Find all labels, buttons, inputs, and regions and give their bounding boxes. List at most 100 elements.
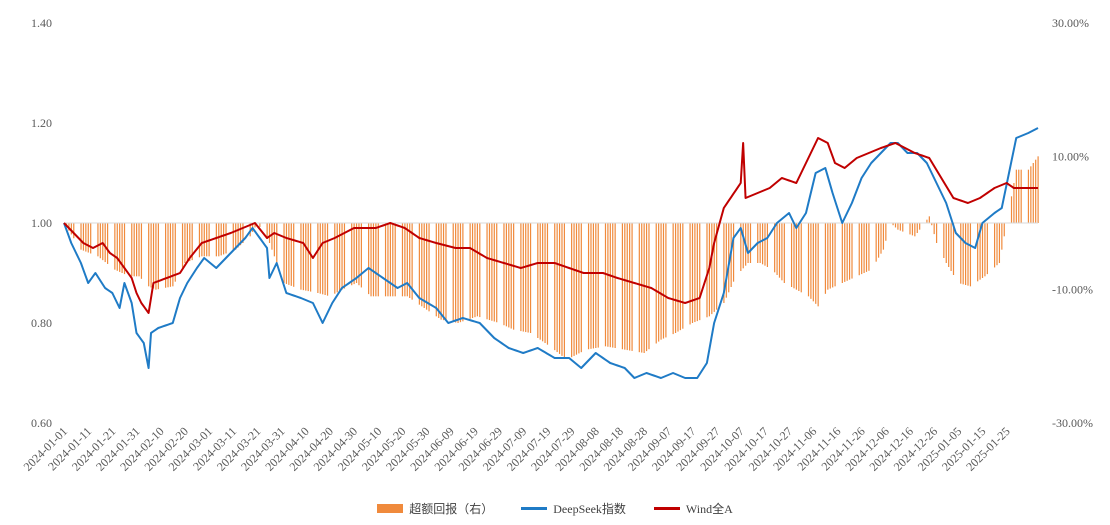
excess-return-bar [919,223,921,230]
left-y-tick-label: 1.20 [31,116,52,130]
excess-return-bar [225,223,227,254]
left-y-tick-label: 1.00 [31,216,52,230]
legend-item-wind[interactable]: Wind全A [653,500,733,517]
excess-return-bar [324,223,326,295]
excess-return-bar [546,223,549,345]
excess-return-bar [155,223,157,290]
excess-return-bar [377,223,379,297]
excess-return-bar [846,223,848,281]
excess-return-bar [931,223,933,226]
excess-return-bar [679,223,681,331]
excess-return-bar [276,223,278,263]
excess-return-bar [643,223,645,353]
right-y-tick-label: -10.00% [1052,283,1093,297]
excess-return-bar [880,223,882,254]
excess-return-bar [107,223,109,264]
excess-return-bar [800,223,802,293]
excess-return-bar [285,223,288,284]
legend: 超额回报（右） DeepSeek指数 Wind全A [0,498,1110,518]
excess-return-bar [725,223,727,298]
excess-return-bar [389,223,391,297]
excess-return-bar [851,223,853,279]
excess-return-bar [612,223,614,348]
excess-return-bar [104,223,106,263]
excess-return-bar [783,223,785,283]
excess-return-bar [290,223,292,286]
left-y-tick-label: 0.80 [31,316,52,330]
excess-return-bar [191,223,193,261]
excess-return-bar [181,223,184,268]
excess-return-bar [587,223,590,350]
excess-return-bar [764,223,766,266]
excess-return-bar [372,223,375,297]
excess-return-bar [682,223,684,329]
excess-return-bar [457,223,459,323]
excess-return-bar [742,223,744,269]
excess-return-bar [677,223,679,332]
excess-return-bar [624,223,626,350]
excess-return-bar [237,223,239,248]
excess-return-bar [121,223,123,273]
excess-return-bar [558,223,561,354]
excess-return-bar [527,223,529,333]
excess-return-bar [740,223,742,271]
excess-return-bar [510,223,512,329]
excess-return-bar [1001,223,1003,250]
legend-item-excess-return[interactable]: 超额回报（右） [377,500,493,517]
excess-return-bar [351,223,353,286]
excess-return-bar [302,223,304,291]
excess-return-bar [660,223,662,340]
excess-return-bar [423,223,425,308]
excess-return-bar [909,223,911,235]
excess-return-bar [865,223,868,272]
excess-return-bar [300,223,302,290]
legend-item-deepseek[interactable]: DeepSeek指数 [521,500,626,517]
excess-return-bar [271,223,273,250]
excess-return-bar [119,223,121,272]
excess-return-bar [462,223,464,322]
excess-return-bar [167,223,169,288]
right-y-tick-label: 30.00% [1052,16,1089,30]
excess-return-bar [694,223,696,323]
right-y-axis-ticks: -30.00% -10.00% 10.00% 30.00% [1052,16,1093,430]
excess-return-bar [85,223,87,252]
excess-return-bar [1013,183,1015,223]
excess-return-bar [368,223,370,295]
excess-return-bar [1027,169,1030,223]
excess-return-bar [542,223,544,342]
wind-all-a-line [63,137,1038,314]
excess-return-bar [455,223,457,323]
excess-return-bar [136,223,138,277]
excess-return-bar [486,223,488,320]
excess-return-bar [629,223,631,351]
excess-return-bar [319,223,321,294]
excess-return-bar [268,223,271,243]
excess-return-bar [882,223,885,250]
excess-return-bar [595,223,597,348]
excess-return-bar [844,223,846,282]
excess-return-bar [674,223,677,333]
excess-return-bar [863,223,865,273]
excess-return-bar [824,223,827,294]
excess-return-bar [471,223,474,318]
left-y-tick-label: 0.60 [31,416,52,430]
excess-return-bar [861,223,863,275]
excess-return-bar [198,223,201,258]
excess-return-bar [488,223,491,321]
excess-return-bar [832,223,834,288]
excess-return-bar [394,223,396,297]
excess-return-bar [220,223,222,256]
excess-return-bars [63,156,1039,358]
excess-return-bar [114,223,116,270]
excess-return-bar [305,223,307,291]
excess-return-bar [621,223,623,350]
excess-return-bar [172,223,174,287]
excess-return-bar [561,223,563,356]
excess-return-bar [631,223,633,351]
excess-return-bar [1037,156,1039,223]
excess-return-bar [259,223,261,227]
excess-return-bar [1010,196,1013,223]
excess-return-bar [80,223,82,250]
excess-return-bar [899,223,901,231]
excess-return-bar [174,223,176,282]
